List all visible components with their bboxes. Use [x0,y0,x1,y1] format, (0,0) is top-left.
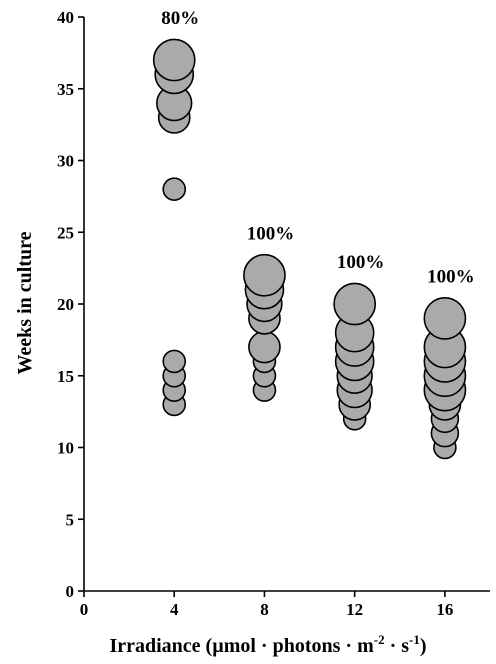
x-axis-title-main: Irradiance (µmol · photons · m [109,635,374,657]
data-bubble [152,38,196,82]
x-tick-label: 12 [346,600,363,619]
x-axis-title-end: ) [420,635,427,657]
bubbles [152,38,467,460]
data-bubble [248,330,281,364]
y-tick-label: 0 [66,582,75,601]
data-bubble [162,349,187,374]
x-ticks: 0 4 8 12 16 [80,591,453,619]
y-ticks: 0 5 10 15 20 25 30 35 40 [57,8,84,601]
x-axis-title-sup1: -2 [374,632,385,647]
y-tick-label: 5 [66,510,75,529]
y-tick-label: 25 [57,223,74,242]
data-bubble [162,177,187,201]
x-tick-label: 8 [260,600,269,619]
y-axis-title: Weeks in culture [14,231,36,374]
annotations: 80% 100% 100% 100% [161,8,474,287]
percentage-annotation: 100% [427,266,475,287]
x-tick-label: 16 [436,600,453,619]
y-tick-label: 15 [57,367,74,386]
y-tick-label: 35 [57,80,74,99]
data-bubble [423,296,467,340]
x-tick-label: 4 [170,600,179,619]
x-axis-title-mid: · s [385,635,410,657]
data-bubble [243,253,286,297]
percentage-annotation: 80% [161,8,199,29]
data-bubble [333,282,377,326]
percentage-annotation: 100% [337,252,385,273]
x-tick-label: 0 [80,600,89,619]
y-tick-label: 30 [57,152,74,171]
y-tick-label: 20 [57,295,74,314]
x-axis-title-sup2: -1 [409,632,420,647]
y-tick-label: 40 [57,8,74,27]
percentage-annotation: 100% [247,223,295,244]
x-axis-title: Irradiance (µmol · photons · m-2 · s-1) [109,632,426,657]
y-tick-label: 10 [57,439,74,458]
